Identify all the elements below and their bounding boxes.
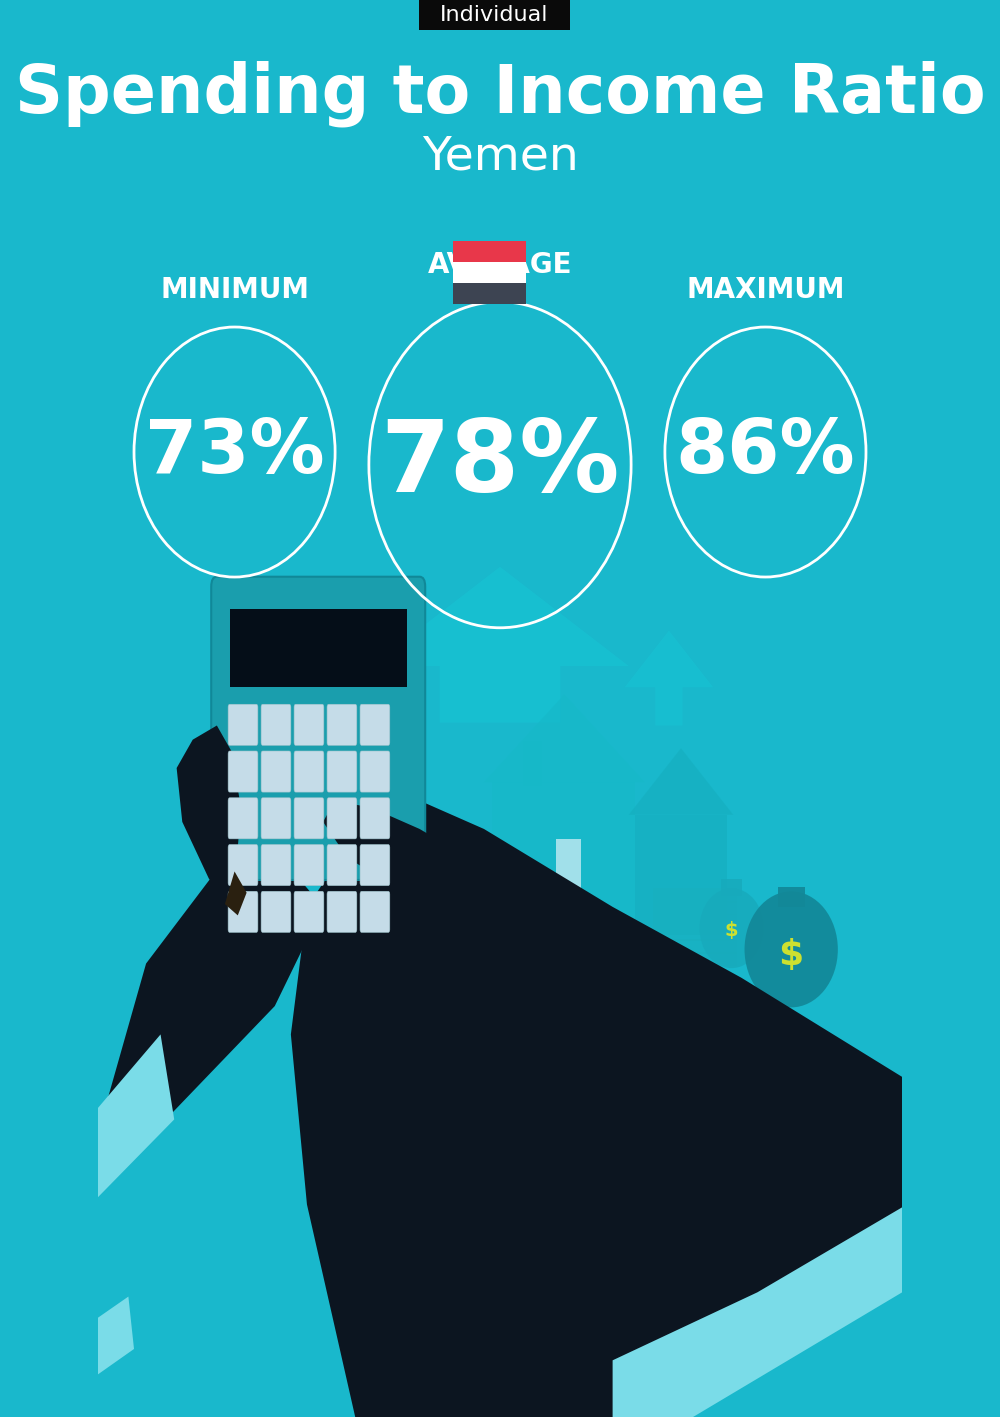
Polygon shape <box>98 1297 134 1374</box>
FancyBboxPatch shape <box>327 751 357 792</box>
FancyBboxPatch shape <box>327 845 357 886</box>
Bar <box>653 888 737 903</box>
Bar <box>492 782 635 921</box>
Bar <box>653 939 737 954</box>
Ellipse shape <box>393 874 430 905</box>
FancyBboxPatch shape <box>419 0 570 30</box>
FancyBboxPatch shape <box>294 891 324 932</box>
Polygon shape <box>98 1034 174 1197</box>
Polygon shape <box>613 1207 902 1417</box>
FancyBboxPatch shape <box>294 704 324 745</box>
FancyBboxPatch shape <box>327 798 357 839</box>
FancyBboxPatch shape <box>261 704 291 745</box>
FancyBboxPatch shape <box>360 845 390 886</box>
Polygon shape <box>177 726 241 904</box>
Text: 78%: 78% <box>380 417 620 513</box>
Text: Yemen: Yemen <box>422 135 578 180</box>
Polygon shape <box>629 748 733 815</box>
Text: $: $ <box>779 938 804 972</box>
Polygon shape <box>225 871 247 915</box>
Text: MINIMUM: MINIMUM <box>160 276 309 305</box>
Bar <box>523 741 542 786</box>
Bar <box>230 609 407 687</box>
FancyBboxPatch shape <box>327 891 357 932</box>
FancyBboxPatch shape <box>228 845 258 886</box>
FancyBboxPatch shape <box>294 798 324 839</box>
Bar <box>721 879 742 896</box>
Polygon shape <box>323 801 444 886</box>
FancyBboxPatch shape <box>228 891 258 932</box>
Bar <box>653 914 737 928</box>
FancyBboxPatch shape <box>261 798 291 839</box>
Ellipse shape <box>699 888 764 968</box>
Text: 73%: 73% <box>145 415 324 489</box>
Bar <box>453 262 526 283</box>
FancyBboxPatch shape <box>211 577 425 880</box>
Bar <box>556 839 581 921</box>
Polygon shape <box>484 694 645 782</box>
FancyBboxPatch shape <box>360 798 390 839</box>
FancyBboxPatch shape <box>327 704 357 745</box>
FancyBboxPatch shape <box>360 704 390 745</box>
FancyBboxPatch shape <box>294 751 324 792</box>
Text: 86%: 86% <box>676 415 855 489</box>
Bar <box>653 901 737 915</box>
Text: $: $ <box>725 921 738 941</box>
Polygon shape <box>291 794 902 1417</box>
FancyBboxPatch shape <box>294 845 324 886</box>
Bar <box>453 283 526 303</box>
FancyBboxPatch shape <box>261 845 291 886</box>
Ellipse shape <box>745 891 838 1007</box>
FancyBboxPatch shape <box>261 751 291 792</box>
Text: Individual: Individual <box>440 4 549 26</box>
FancyBboxPatch shape <box>360 751 390 792</box>
Polygon shape <box>371 567 629 723</box>
Polygon shape <box>98 850 323 1360</box>
Text: AVERAGE: AVERAGE <box>428 251 572 279</box>
FancyBboxPatch shape <box>360 891 390 932</box>
Bar <box>635 815 727 935</box>
FancyBboxPatch shape <box>261 891 291 932</box>
Polygon shape <box>625 631 713 726</box>
Bar <box>778 887 805 907</box>
Text: Spending to Income Ratio: Spending to Income Ratio <box>15 61 985 126</box>
Bar <box>653 952 737 966</box>
Bar <box>453 241 526 262</box>
Bar <box>653 927 737 941</box>
Text: MAXIMUM: MAXIMUM <box>686 276 845 305</box>
FancyBboxPatch shape <box>228 704 258 745</box>
FancyBboxPatch shape <box>228 798 258 839</box>
FancyBboxPatch shape <box>228 751 258 792</box>
